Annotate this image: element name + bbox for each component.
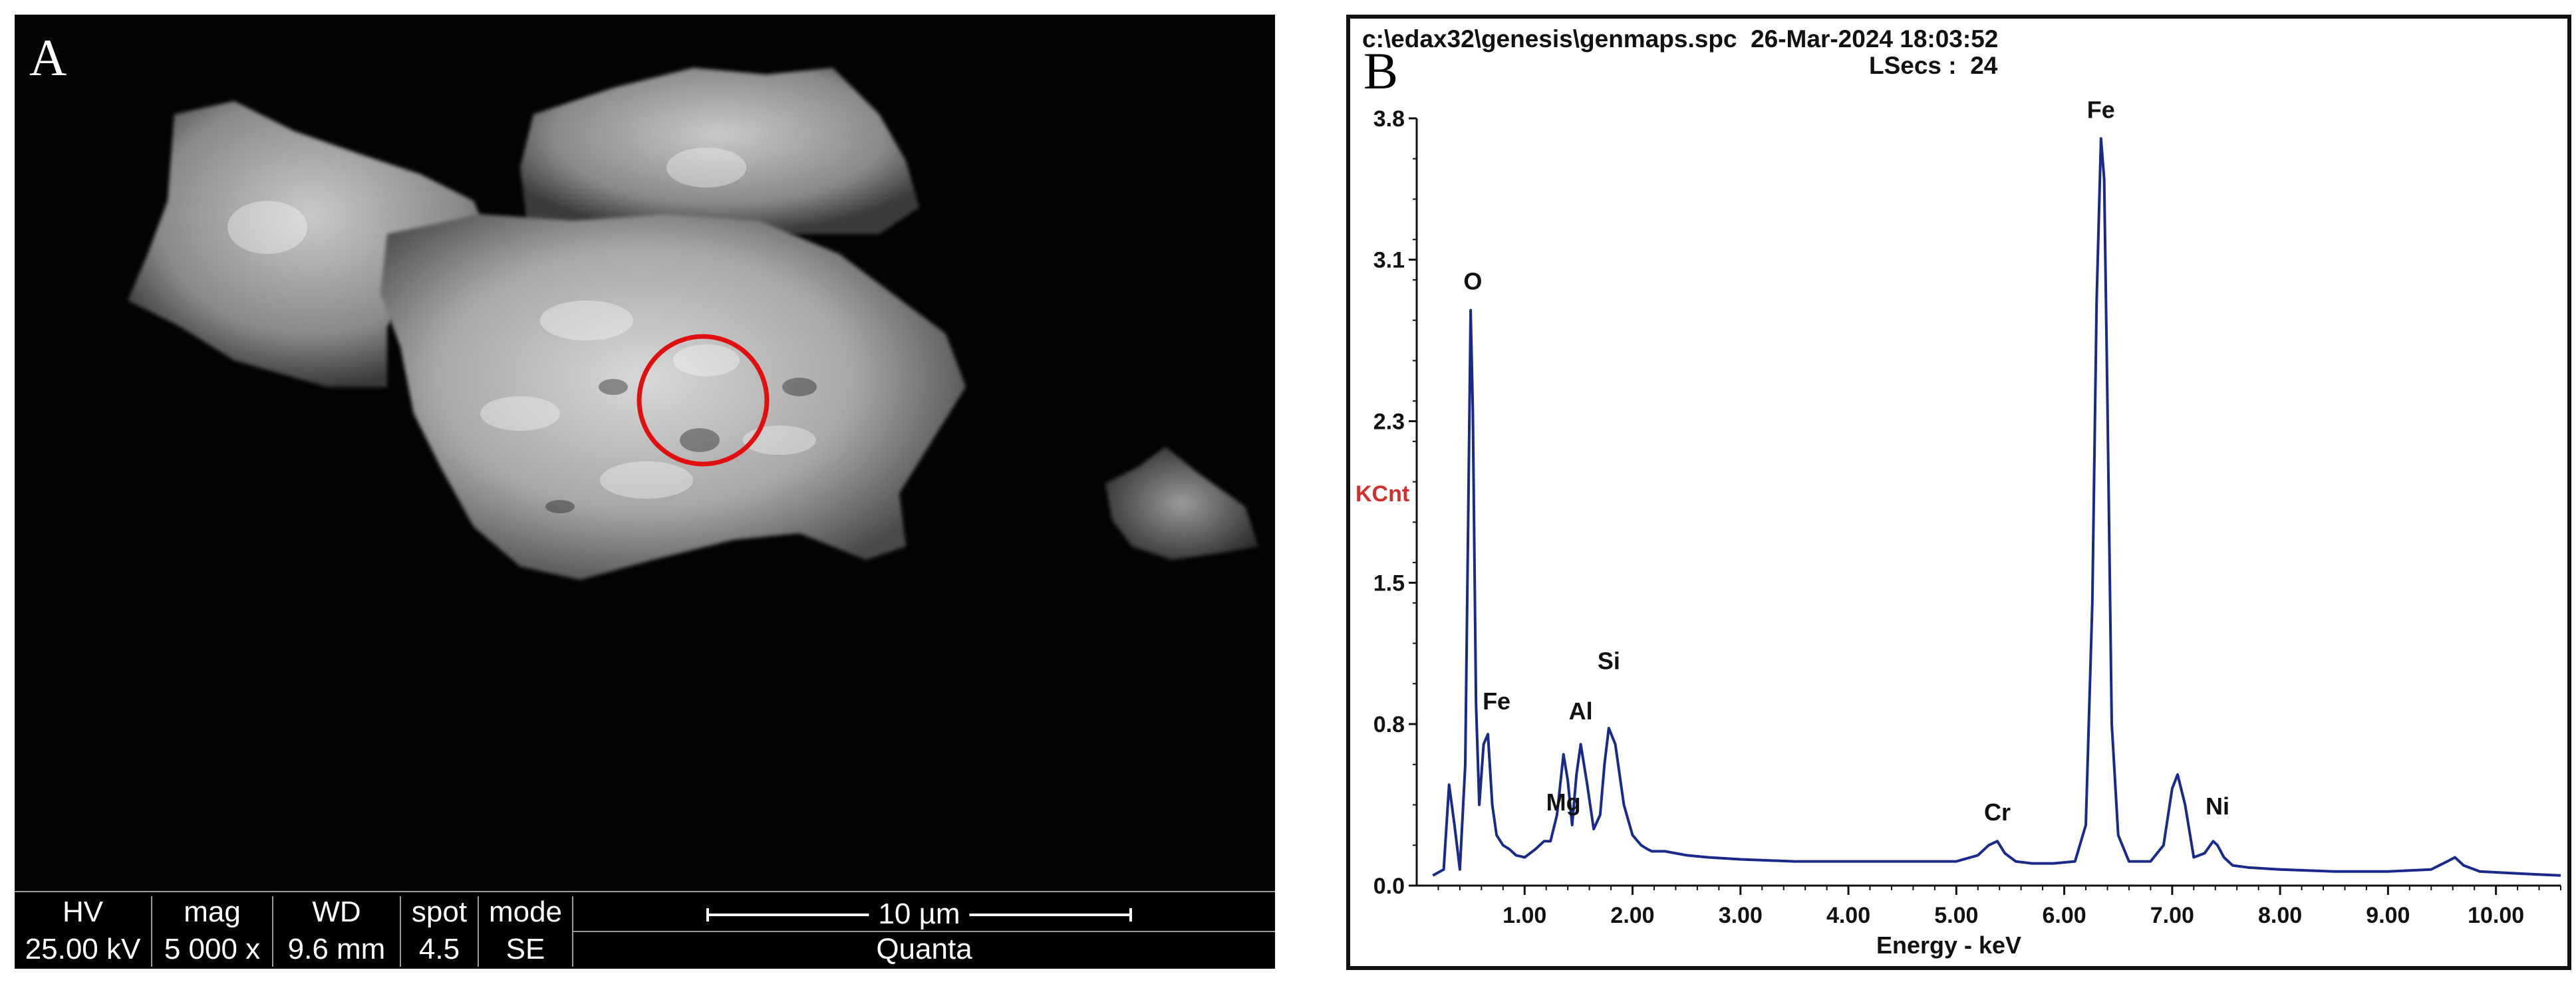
x-tick-label: 9.00	[2366, 903, 2410, 928]
sem-particle-image	[128, 68, 1258, 580]
x-tick-label: 3.00	[1719, 903, 1763, 928]
y-tick-label: 3.1	[1373, 248, 1405, 273]
analysis-spot-marker	[637, 334, 770, 467]
x-tick-label: 7.00	[2150, 903, 2194, 928]
info-wd: WD 9.6 mm	[273, 892, 400, 969]
info-divider	[151, 896, 152, 967]
x-axis-label: Energy - keV	[1876, 931, 2021, 959]
info-spot-value: 4.5	[418, 933, 460, 965]
info-divider	[272, 896, 273, 967]
info-hline	[573, 931, 1275, 932]
spectrum-datetime: 26-Mar-2024 18:03:52	[1751, 25, 1999, 53]
particle-left-lobe	[128, 101, 494, 387]
y-tick-label: 0.0	[1373, 874, 1405, 899]
sem-micrograph-panel: A HV 25.00 kV mag 5 000 x WD 9.6 mm spot…	[15, 15, 1275, 969]
info-divider	[400, 896, 401, 967]
peak-label: Al	[1569, 697, 1593, 725]
x-tick-label: 5.00	[1934, 903, 1978, 928]
x-tick-label: 6.00	[2042, 903, 2086, 928]
scale-bar-label: 10 µm	[869, 898, 970, 931]
info-mode-label: mode	[488, 896, 563, 928]
peak-label: Ni	[2206, 793, 2229, 820]
info-hv-label: HV	[62, 896, 104, 928]
info-wd-label: WD	[312, 896, 361, 928]
panel-a-label: A	[29, 29, 67, 86]
particle-main-body	[380, 214, 966, 580]
eds-spectrum-panel: c:\edax32\genesis\genmaps.spc 26-Mar-202…	[1346, 15, 2571, 970]
info-spot: spot 4.5	[401, 892, 478, 969]
spectrum-lsecs: LSecs : 24	[1869, 52, 1997, 80]
sem-info-bar: HV 25.00 kV mag 5 000 x WD 9.6 mm spot 4…	[15, 891, 1275, 969]
spectrum-line	[1432, 137, 2561, 877]
y-axis-label: KCnt	[1356, 481, 1409, 507]
info-divider	[478, 896, 479, 967]
small-particle	[1105, 447, 1258, 560]
info-wd-value: 9.6 mm	[287, 933, 386, 965]
info-mag: mag 5 000 x	[152, 892, 272, 969]
y-tick-label: 3.8	[1373, 106, 1405, 132]
eds-spectrum-chart: 0.0 0.8 1.5 2.3 3.1 3.8 1.00 2.00 3.00 4.00 5.00 6.…	[1356, 96, 2561, 959]
x-tick-label: 8.00	[2258, 903, 2302, 928]
x-tick-label: 10.00	[2468, 903, 2524, 928]
info-mode: mode SE	[479, 892, 572, 969]
info-mag-value: 5 000 x	[164, 933, 261, 965]
peak-label: O	[1463, 267, 1482, 295]
lsecs-label: LSecs :	[1869, 52, 1957, 79]
y-tick-label: 2.3	[1373, 410, 1405, 435]
panel-b-label: B	[1363, 42, 1399, 100]
y-tick-label: 0.8	[1373, 712, 1405, 737]
spectrum-file-header: c:\edax32\genesis\genmaps.spc 26-Mar-202…	[1362, 25, 1998, 53]
info-divider	[572, 896, 573, 967]
peak-label: Cr	[1984, 799, 2011, 826]
x-tick-label: 2.00	[1610, 903, 1654, 928]
info-hv: HV 25.00 kV	[15, 892, 151, 969]
x-tick-label: 4.00	[1826, 903, 1870, 928]
peak-label: Fe	[1483, 687, 1510, 715]
particle-upper-lobe	[520, 68, 919, 234]
info-mag-label: mag	[184, 896, 241, 928]
instrument-name: Quanta	[876, 933, 972, 965]
info-spot-label: spot	[411, 896, 468, 928]
peak-label: Fe	[2087, 96, 2115, 123]
peak-label: Si	[1598, 647, 1620, 674]
info-mode-value: SE	[505, 933, 545, 965]
x-tick-label: 1.00	[1503, 903, 1546, 928]
lsecs-value: 24	[1970, 52, 1998, 79]
y-tick-label: 1.5	[1373, 570, 1405, 596]
peak-label: Mg	[1546, 789, 1581, 816]
scale-bar: 10 µm	[706, 898, 1132, 931]
spectrum-file-path: c:\edax32\genesis\genmaps.spc	[1362, 25, 1737, 53]
info-hv-value: 25.00 kV	[25, 933, 141, 965]
